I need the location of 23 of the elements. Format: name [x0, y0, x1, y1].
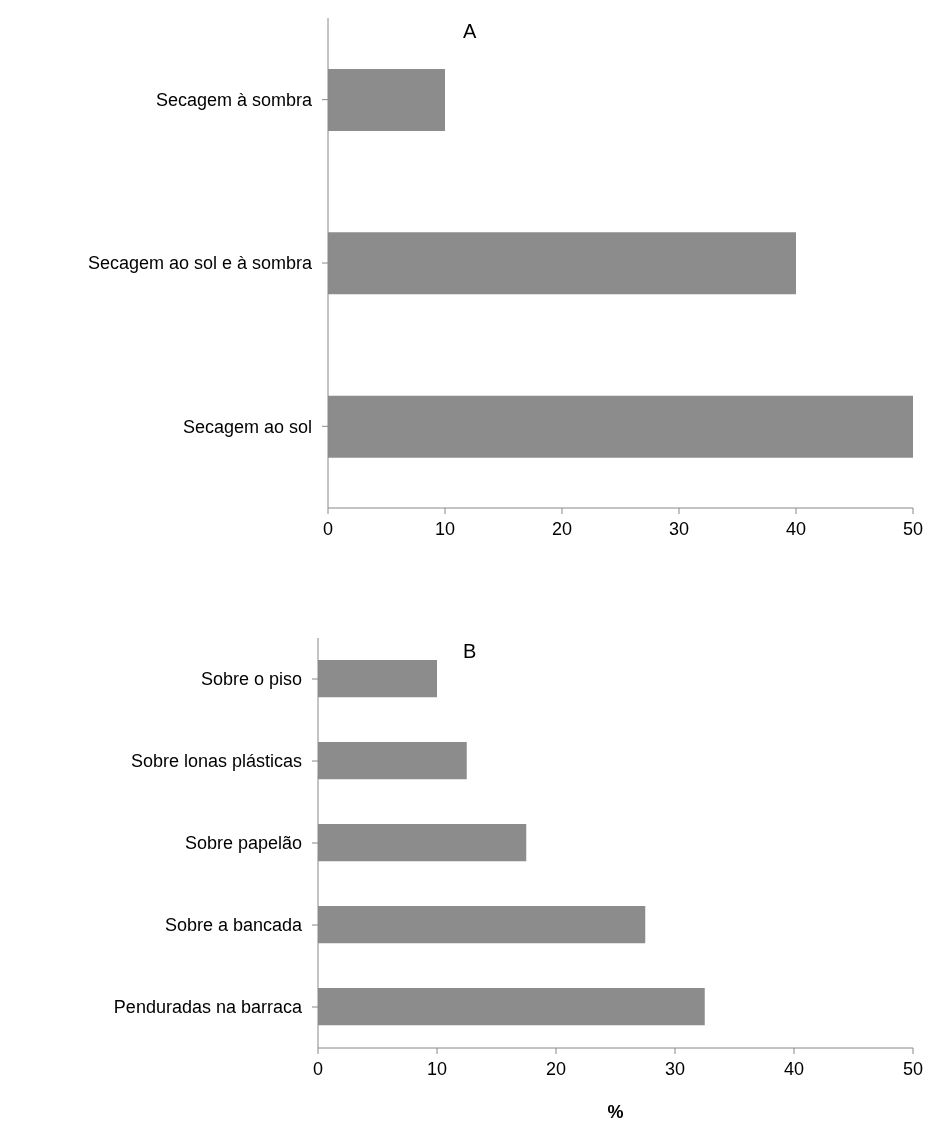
x-tick-label: 30	[668, 518, 690, 539]
chart-title: A	[463, 20, 477, 43]
x-tick-label: 40	[783, 1058, 805, 1079]
x-tick-label: 0	[312, 1058, 324, 1079]
x-tick-label: 10	[434, 518, 456, 539]
x-tick-label: 30	[664, 1058, 686, 1079]
x-tick-label: 20	[551, 518, 573, 539]
y-tick-label: Sobre papelão	[184, 833, 302, 854]
x-tick-label: 10	[426, 1058, 448, 1079]
y-tick-label: Sobre a bancada	[164, 915, 303, 936]
y-tick-label: Sobre o piso	[200, 669, 302, 690]
x-axis-title: %	[607, 1102, 624, 1122]
x-tick-label: 20	[545, 1058, 567, 1079]
chart-title: B	[463, 640, 477, 663]
y-tick-label: Secagem ao sol	[182, 416, 312, 437]
y-tick-label: Sobre lonas plásticas	[130, 751, 302, 772]
y-tick-label: Secagem à sombra	[155, 90, 313, 111]
x-tick-label: 40	[785, 518, 807, 539]
y-tick-label: Penduradas na barraca	[113, 997, 303, 1018]
x-tick-label: 50	[902, 1058, 924, 1079]
x-tick-label: 50	[902, 518, 924, 539]
x-tick-label: 0	[322, 518, 334, 539]
y-tick-label: Secagem ao sol e à sombra	[87, 253, 313, 274]
